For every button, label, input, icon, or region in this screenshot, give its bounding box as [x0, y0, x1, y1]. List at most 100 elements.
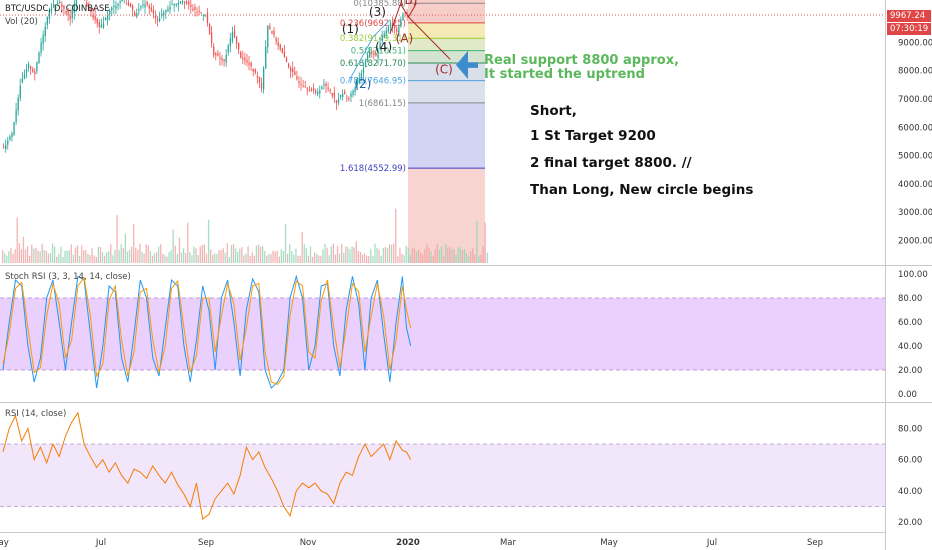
- volume-bar: [301, 232, 303, 263]
- volume-bar: [341, 243, 343, 263]
- volume-bar: [83, 250, 85, 263]
- volume-bar: [89, 255, 91, 263]
- volume-bar: [480, 254, 482, 263]
- rsi-axis-tick: 40.00: [898, 487, 922, 497]
- candle-body: [260, 82, 263, 89]
- candle-body: [229, 38, 232, 46]
- volume-bar: [320, 255, 322, 263]
- stoch-series-line: [2, 274, 412, 389]
- fib-level-label: 0(10385.88): [353, 0, 406, 9]
- candle-body: [327, 87, 329, 89]
- candle-body: [252, 69, 254, 72]
- x-tick-label: Sep: [807, 538, 823, 548]
- candle-body: [129, 3, 132, 8]
- volume-bar: [153, 253, 156, 263]
- volume-bar: [133, 224, 135, 263]
- volume-bar: [54, 246, 56, 263]
- volume-bar: [297, 255, 299, 263]
- candle-body: [109, 11, 111, 15]
- volume-bar: [170, 250, 172, 263]
- candle-body: [50, 8, 53, 11]
- candle-body: [44, 26, 46, 36]
- volume-bar: [230, 245, 233, 263]
- volume-bar: [66, 250, 68, 263]
- candle-body: [358, 78, 360, 84]
- volume-bar: [249, 255, 251, 263]
- candle-body: [202, 14, 204, 16]
- volume-bar: [455, 255, 457, 263]
- candle-body: [5, 144, 7, 150]
- candle-body: [98, 22, 100, 27]
- fib-level-label: 0.786(7646.95): [340, 77, 406, 87]
- stoch-axis-tick: 60.00: [898, 318, 922, 328]
- candle-body: [23, 74, 26, 79]
- volume-bar: [426, 243, 428, 263]
- symbol-label: BTC/USDC, D, COINBASE: [5, 4, 110, 14]
- volume-bar: [243, 255, 245, 263]
- volume-bar: [162, 253, 164, 263]
- volume-bar: [51, 243, 54, 263]
- candle-body: [337, 99, 340, 103]
- candle-body: [398, 26, 400, 34]
- volume-bar: [56, 256, 58, 263]
- volume-bar: [407, 247, 409, 263]
- candle-body: [165, 10, 167, 13]
- candle-body: [88, 6, 90, 10]
- volume-bar: [478, 256, 480, 263]
- volume-bar: [405, 245, 407, 263]
- volume-bar: [191, 255, 193, 263]
- volume-bar: [87, 253, 89, 263]
- volume-bar: [372, 255, 374, 263]
- volume-bar: [178, 237, 181, 263]
- volume-bar: [33, 248, 35, 263]
- volume-bar: [147, 245, 149, 263]
- x-tick-label: Jul: [706, 538, 717, 548]
- candle-body: [63, 5, 65, 10]
- volume-bar: [386, 247, 389, 263]
- candle-body: [211, 32, 213, 43]
- volume-bar: [168, 252, 170, 263]
- rsi-band: [0, 444, 885, 507]
- volume-bar: [476, 221, 478, 263]
- candle-body: [181, 1, 184, 3]
- candle-body: [65, 10, 67, 14]
- candle-body: [32, 69, 34, 72]
- candle-body: [323, 83, 325, 86]
- candle-body: [354, 87, 356, 93]
- volume-bar: [180, 252, 183, 263]
- volume-bar: [351, 246, 353, 263]
- volume-bar: [145, 244, 147, 263]
- candle-body: [186, 1, 188, 4]
- volume-bar: [284, 223, 287, 263]
- volume-bar: [195, 248, 197, 263]
- volume-bar: [467, 255, 470, 263]
- candle-body: [356, 81, 358, 86]
- candle-body: [238, 42, 240, 50]
- candle-body: [225, 54, 227, 63]
- candle-body: [111, 7, 113, 11]
- volume-bar: [182, 248, 185, 263]
- volume-bar: [316, 253, 318, 263]
- volume-bar: [484, 222, 486, 263]
- candle-body: [215, 53, 217, 56]
- volume-bar: [262, 246, 264, 263]
- volume-bar: [420, 252, 422, 263]
- volume-bar: [255, 245, 258, 263]
- volume-bar: [322, 249, 324, 263]
- volume-bar: [214, 253, 216, 263]
- x-tick-label: Sep: [198, 538, 214, 548]
- volume-bar: [303, 244, 305, 263]
- rsi-series-line: [2, 411, 412, 520]
- volume-bar: [413, 248, 416, 263]
- candle-body: [242, 57, 244, 60]
- volume-bar: [207, 219, 210, 263]
- candle-body: [100, 24, 103, 28]
- candle-body: [217, 53, 219, 56]
- candle-body: [36, 61, 38, 72]
- volume-bar: [174, 245, 176, 263]
- volume-bar: [328, 255, 330, 263]
- candle-body: [86, 2, 88, 7]
- volume-bar: [334, 254, 337, 263]
- volume-bar: [124, 233, 127, 263]
